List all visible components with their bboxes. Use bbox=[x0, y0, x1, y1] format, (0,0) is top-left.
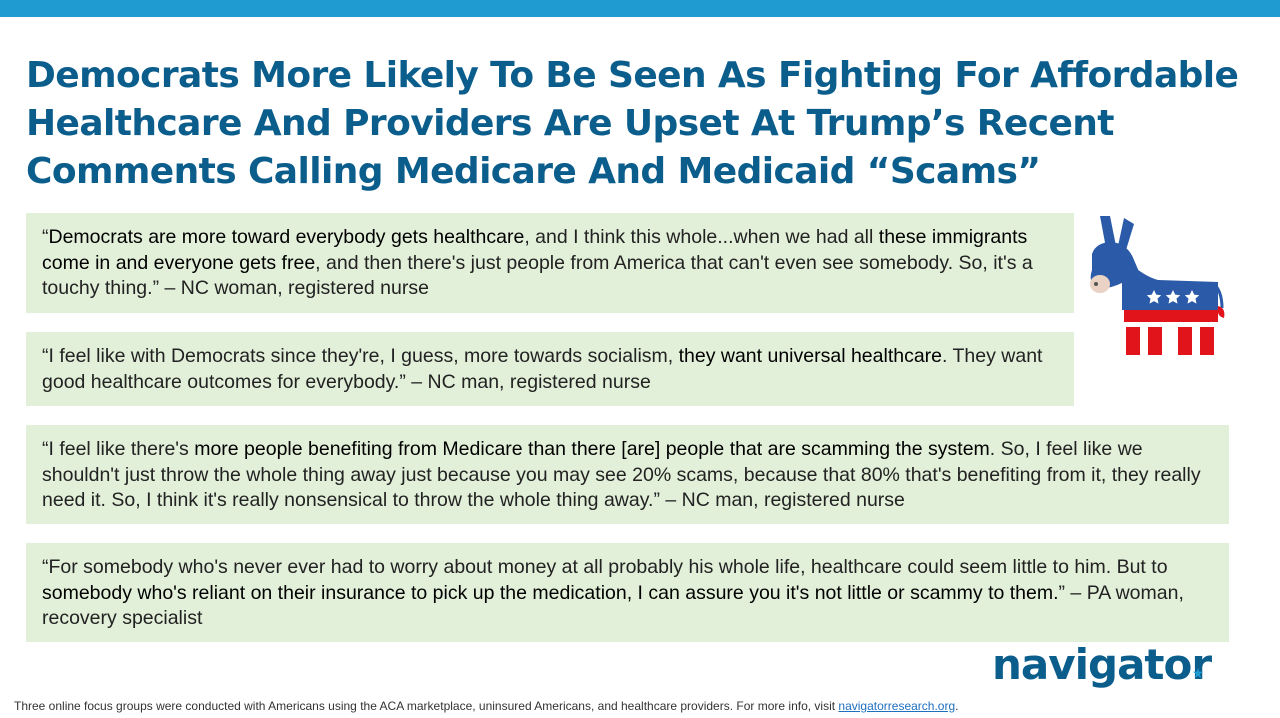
quote-box: “I feel like with Democrats since they'r… bbox=[26, 332, 1074, 406]
quote-box: “For somebody who's never ever had to wo… bbox=[26, 543, 1229, 642]
quote-attribution: – NC man, registered nurse bbox=[405, 370, 651, 393]
quote-text: , and then there's just people from Amer… bbox=[42, 251, 1033, 300]
quote-highlight: they want universal healthcare bbox=[678, 345, 943, 367]
quote-highlight: more people benefiting from Medicare tha… bbox=[194, 438, 990, 460]
quote-attribution: – NC man, registered nurse bbox=[659, 489, 905, 511]
quote-text: , and I think this whole...when we had a… bbox=[524, 226, 879, 248]
quote-box: “I feel like there's more people benefit… bbox=[26, 425, 1229, 524]
quote-highlight: these immigrants come in and everyone ge… bbox=[42, 226, 1028, 274]
quote-highlight: somebody who's reliant on their insuranc… bbox=[42, 581, 1059, 604]
quote-text: “I feel like with Democrats since they'r… bbox=[42, 345, 679, 367]
footer-link[interactable]: navigatorresearch.org bbox=[838, 699, 956, 713]
quote-attribution: – PA woman, recovery specialist bbox=[42, 581, 1184, 630]
footer-text: Three online focus groups were conducted… bbox=[14, 699, 839, 713]
quote-box: “Democrats are more toward everybody get… bbox=[26, 213, 1074, 313]
quote-text: . They want good healthcare outcomes for… bbox=[42, 345, 1043, 393]
quote-highlight: Democrats are more toward everybody gets… bbox=[48, 226, 525, 248]
quote-open-mark: “ bbox=[42, 226, 49, 248]
page-title: Democrats More Likely To Be Seen As Figh… bbox=[26, 55, 1239, 192]
top-accent-bar bbox=[0, 0, 1280, 17]
democratic-donkey-icon bbox=[1090, 216, 1225, 355]
navigator-logo: navigator bbox=[992, 640, 1212, 689]
quote-attribution: – NC woman, registered nurse bbox=[159, 277, 429, 299]
quote-text: “I feel like there's bbox=[42, 438, 195, 460]
footer-end: . bbox=[955, 699, 959, 713]
quote-text: ” bbox=[1058, 581, 1066, 604]
quote-text: “For somebody who's never ever had to wo… bbox=[42, 556, 1168, 578]
quote-text: . So, I feel like we shouldn't just thro… bbox=[42, 438, 1201, 511]
star-icon bbox=[1193, 668, 1203, 678]
footer-note: Three online focus groups were conducted… bbox=[14, 699, 1264, 713]
